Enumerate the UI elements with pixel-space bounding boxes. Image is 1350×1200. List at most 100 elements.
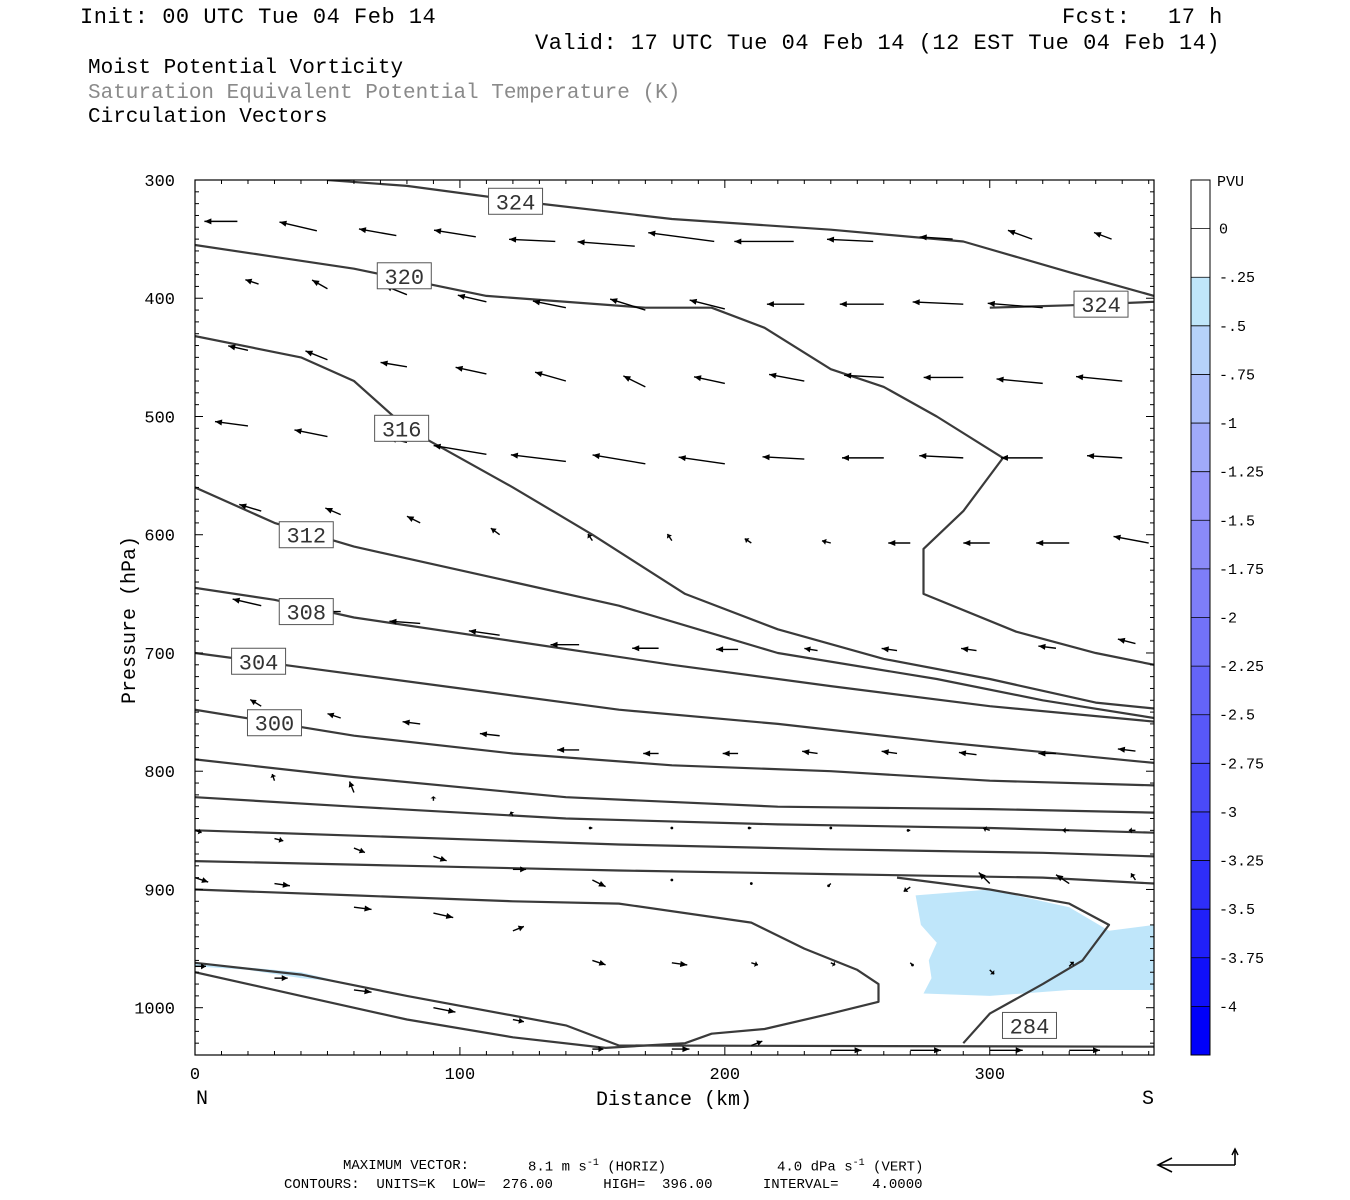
vector-head — [577, 239, 585, 246]
circulation-vector — [406, 515, 421, 524]
vector-head — [520, 866, 527, 873]
vector-head — [827, 884, 831, 888]
vector-head — [327, 712, 335, 719]
max-vector-vert-exponent: -1 — [852, 1158, 865, 1169]
vector-head — [358, 227, 367, 234]
circulation-vector — [826, 236, 874, 243]
circulation-vector — [433, 228, 476, 238]
theta-contour — [195, 335, 1154, 710]
theta-contour — [195, 888, 880, 1050]
circulation-vector — [923, 374, 964, 381]
contour-label-box — [1073, 290, 1129, 318]
vector-head — [517, 925, 524, 932]
colorbar-swatch — [1191, 471, 1210, 521]
vector-head — [518, 1017, 524, 1024]
vector-head — [822, 538, 827, 545]
colorbar-label: -3.75 — [1219, 951, 1264, 968]
circulation-vector — [961, 646, 977, 653]
vector-head — [1069, 961, 1074, 967]
circulation-vector — [632, 645, 659, 652]
x-axis-north-label: N — [196, 1088, 208, 1111]
vector-head — [678, 455, 686, 462]
circulation-vector — [1117, 637, 1136, 645]
vector-head — [734, 238, 742, 245]
vector-head — [1036, 540, 1044, 547]
vector-head — [325, 508, 333, 514]
pv-shading — [195, 889, 1154, 996]
circulation-vector — [1038, 643, 1057, 650]
contour-label: 304 — [239, 651, 279, 676]
circulation-vector — [274, 975, 288, 982]
contour-label-box — [278, 521, 334, 549]
colorbar-swatch — [1191, 520, 1210, 569]
circulation-vector — [881, 646, 898, 653]
colorbar-label: -3 — [1219, 805, 1237, 822]
contour-label-box — [246, 709, 302, 737]
circulation-vector — [716, 646, 739, 653]
contour-labels: 324 324 320 316 312 308 304 300 284 — [231, 187, 1129, 1040]
vector-head — [402, 719, 410, 726]
colorbar-swatch — [1191, 325, 1210, 375]
vector-head — [841, 454, 849, 461]
vector-head — [804, 646, 811, 653]
circulation-vector — [270, 773, 277, 781]
circulation-vector — [749, 882, 753, 885]
vector-head — [829, 826, 833, 830]
circulation-vector — [294, 428, 328, 438]
circulation-vector — [670, 826, 674, 830]
x-tick-label: 300 — [974, 1066, 1005, 1085]
vector-head — [906, 828, 910, 832]
vector-head — [592, 453, 600, 460]
circulation-vector — [912, 299, 964, 306]
circulation-vector — [903, 886, 911, 893]
circulation-vector — [841, 454, 884, 461]
vector-head — [990, 970, 995, 975]
circulation-vectors — [195, 218, 1149, 1054]
vector-shaft — [826, 238, 874, 243]
colorbar-label: -.75 — [1219, 367, 1255, 384]
field-title-pv: Moist Potential Vorticity — [88, 57, 404, 80]
contour-label-box — [376, 262, 432, 290]
circulation-vector — [228, 344, 249, 351]
circulation-vector — [509, 236, 556, 243]
circulation-vector — [671, 1046, 690, 1053]
vector-head — [934, 1047, 942, 1054]
circulation-vector — [557, 746, 580, 753]
vector-head — [358, 847, 365, 854]
vector-shaft — [433, 444, 487, 456]
max-vector-horiz-unit: (HORIZ) — [607, 1159, 667, 1176]
vector-head — [305, 350, 314, 357]
circulation-vector — [358, 227, 397, 237]
theta-contour — [195, 758, 1154, 814]
vector-head — [978, 872, 986, 880]
circulation-vector — [490, 527, 501, 536]
circulation-vector — [830, 1047, 862, 1054]
pv-region — [915, 889, 1154, 996]
vector-head — [550, 641, 558, 648]
vector-head — [457, 293, 466, 300]
vector-head — [214, 419, 223, 426]
circulation-vector — [768, 372, 805, 382]
contour-label: 324 — [1081, 294, 1121, 319]
vector-head — [250, 699, 257, 706]
forecast-label: Fcst: — [1062, 5, 1131, 30]
vector-head — [598, 1046, 604, 1053]
contour-label: 320 — [384, 266, 424, 291]
x-axis-south-label: S — [1142, 1088, 1154, 1111]
vector-head — [744, 538, 750, 544]
vector-head — [694, 375, 702, 382]
vector-head — [756, 1040, 763, 1046]
circulation-vector — [802, 749, 818, 756]
colorbar-swatch — [1191, 763, 1210, 812]
x-tick-label: 0 — [190, 1066, 200, 1085]
max-vector-horiz-value: 8.1 m s — [528, 1159, 587, 1176]
vector-head — [228, 344, 236, 351]
circulation-vector — [389, 618, 421, 625]
vector-head — [281, 975, 288, 982]
contour-label-box — [278, 598, 334, 626]
circulation-vector — [751, 961, 759, 967]
vector-head — [623, 375, 631, 382]
colorbar-label: -1.5 — [1219, 513, 1255, 530]
vector-head — [1056, 874, 1064, 882]
vector-head — [1117, 746, 1126, 753]
